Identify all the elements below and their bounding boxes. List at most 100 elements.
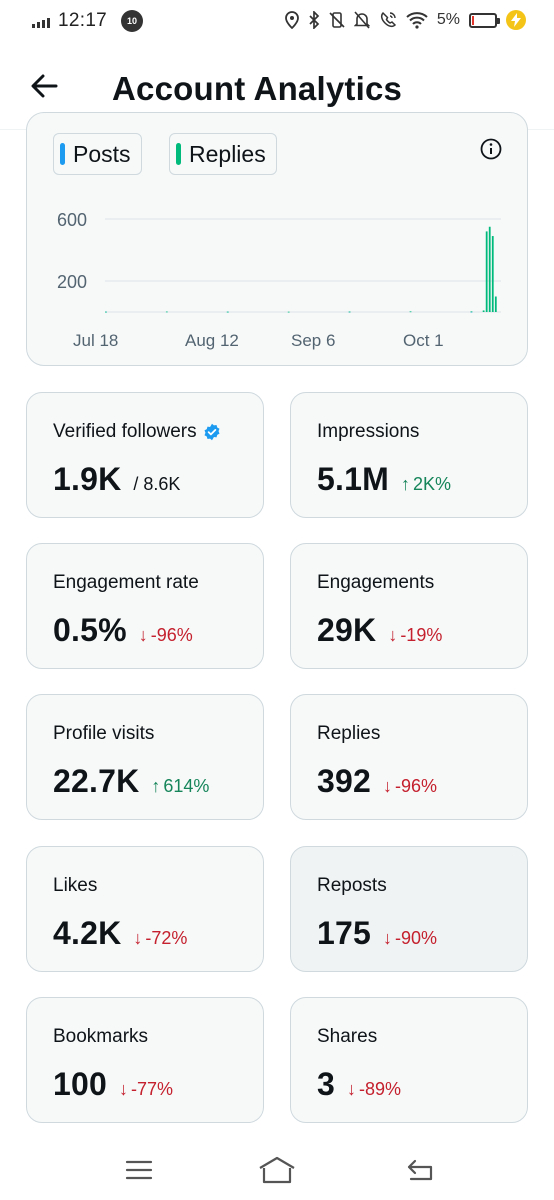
- arrow-down-icon: ↓: [388, 625, 398, 645]
- metric-value: 3: [317, 1066, 335, 1102]
- metric-change: ↑ 614%: [151, 776, 209, 797]
- bar-replies: [165, 311, 168, 313]
- metric-label: Bookmarks: [53, 1026, 148, 1048]
- metric-label-text: Verified followers: [53, 421, 197, 442]
- metric-value-row: 22.7K ↑ 614%: [53, 763, 209, 800]
- metric-value: 5.1M: [317, 461, 389, 497]
- metric-value-row: 1.9K / 8.6K: [53, 461, 180, 498]
- metric-change-value: -96%: [150, 625, 193, 645]
- metric-change: ↓ -90%: [383, 928, 437, 949]
- arrow-left-icon: [31, 74, 58, 98]
- arrow-up-icon: ↑: [400, 474, 410, 494]
- metric-card-bookmarks[interactable]: Bookmarks 100 ↓ -77%: [26, 997, 264, 1123]
- metric-change: ↓ -77%: [119, 1079, 173, 1100]
- x-tick-label: Jul 18: [73, 331, 118, 350]
- metric-label: Engagements: [317, 572, 434, 594]
- metric-card-shares[interactable]: Shares 3 ↓ -89%: [290, 997, 528, 1123]
- bar-replies: [485, 231, 488, 312]
- metric-value-row: 100 ↓ -77%: [53, 1066, 173, 1103]
- vibrate-icon: [329, 12, 345, 28]
- metric-change: ↓ -96%: [383, 776, 437, 797]
- system-nav-bar: [0, 1140, 554, 1200]
- wifi-icon: [406, 12, 428, 29]
- metric-card-reposts[interactable]: Reposts 175 ↓ -90%: [290, 846, 528, 972]
- arrow-down-icon: ↓: [347, 1079, 356, 1099]
- metric-label: Replies: [317, 723, 380, 745]
- back-button[interactable]: [26, 68, 62, 104]
- home-icon: [259, 1156, 295, 1184]
- system-back-button[interactable]: [400, 1150, 440, 1190]
- menu-icon: [125, 1160, 153, 1180]
- bar-replies: [494, 296, 497, 312]
- metric-card-verified-followers[interactable]: Verified followers 1.9K / 8.6K: [26, 392, 264, 518]
- metric-change-value: -19%: [400, 625, 443, 645]
- y-tick-label: 600: [57, 210, 87, 230]
- metric-label-text: Likes: [53, 875, 98, 896]
- mute-bell-icon: [353, 11, 370, 29]
- metric-change-value: -90%: [395, 928, 438, 948]
- metric-card-engagements[interactable]: Engagements 29K ↓ -19%: [290, 543, 528, 669]
- metric-change: ↓ -96%: [139, 625, 193, 646]
- home-button[interactable]: [257, 1150, 297, 1190]
- status-right: 5%: [284, 10, 526, 30]
- recent-apps-button[interactable]: [119, 1150, 159, 1190]
- metric-change-value: -96%: [395, 776, 438, 796]
- metric-value-row: 392 ↓ -96%: [317, 763, 437, 800]
- metric-change-value: 614%: [163, 776, 210, 796]
- bar-replies: [491, 236, 494, 312]
- bluetooth-icon: [309, 11, 320, 29]
- metric-label-text: Shares: [317, 1026, 378, 1047]
- back-icon: [407, 1159, 433, 1181]
- metric-change-value: -89%: [359, 1079, 402, 1099]
- metric-label-text: Replies: [317, 723, 381, 744]
- x-tick-label: Oct 1: [403, 331, 444, 350]
- metric-change-value: 2K%: [412, 474, 451, 494]
- metric-value: 100: [53, 1066, 107, 1102]
- metric-card-likes[interactable]: Likes 4.2K ↓ -72%: [26, 846, 264, 972]
- arrow-down-icon: ↓: [119, 1079, 128, 1099]
- metric-card-engagement-rate[interactable]: Engagement rate 0.5% ↓ -96%: [26, 543, 264, 669]
- metric-label: Likes: [53, 875, 97, 897]
- metric-value: 22.7K: [53, 763, 140, 799]
- analytics-chart-card: Posts Replies 600 200 Jul 18 Aug 12 Sep 6 Oct…: [26, 112, 528, 366]
- metric-label: Reposts: [317, 875, 387, 897]
- battery-level: [472, 15, 474, 25]
- metric-value: 392: [317, 763, 371, 799]
- metric-card-profile-visits[interactable]: Profile visits 22.7K ↑ 614%: [26, 694, 264, 820]
- cellular-signal-icon: [32, 14, 50, 28]
- legend-replies-toggle[interactable]: Replies: [169, 133, 277, 175]
- status-left: 12:17 10: [32, 10, 144, 32]
- metric-change-value: -77%: [131, 1079, 174, 1099]
- metric-value-row: 3 ↓ -89%: [317, 1066, 401, 1103]
- metric-value: 4.2K: [53, 915, 122, 951]
- metric-label-text: Engagement rate: [53, 572, 199, 593]
- metric-value: 1.9K: [53, 461, 122, 497]
- bar-replies: [226, 311, 229, 313]
- location-icon: [284, 11, 299, 29]
- charging-icon: [506, 10, 526, 30]
- status-time: 12:17: [58, 10, 108, 31]
- metric-label-text: Reposts: [317, 875, 387, 896]
- metric-label-text: Impressions: [317, 421, 420, 442]
- status-bar: 12:17 10 5%: [0, 0, 554, 46]
- metric-card-replies[interactable]: Replies 392 ↓ -96%: [290, 694, 528, 820]
- replies-color-swatch: [176, 143, 181, 165]
- legend-replies-label: Replies: [189, 140, 266, 167]
- metric-value-row: 4.2K ↓ -72%: [53, 915, 187, 952]
- info-circle-icon[interactable]: [479, 137, 503, 161]
- metric-change: ↓ -72%: [133, 928, 187, 949]
- metric-label: Shares: [317, 1026, 377, 1048]
- legend-posts-label: Posts: [73, 140, 131, 167]
- verified-badge-icon: [204, 423, 220, 441]
- legend-posts-toggle[interactable]: Posts: [53, 133, 142, 175]
- metric-label: Impressions: [317, 421, 419, 443]
- notification-badge: 10: [121, 10, 144, 32]
- metric-label-text: Profile visits: [53, 723, 155, 744]
- battery-icon: [469, 12, 500, 28]
- metric-card-impressions[interactable]: Impressions 5.1M ↑ 2K%: [290, 392, 528, 518]
- bar-replies: [488, 226, 491, 312]
- posts-color-swatch: [60, 143, 65, 165]
- bar-replies: [348, 311, 351, 313]
- arrow-down-icon: ↓: [383, 928, 392, 948]
- arrow-up-icon: ↑: [151, 776, 161, 796]
